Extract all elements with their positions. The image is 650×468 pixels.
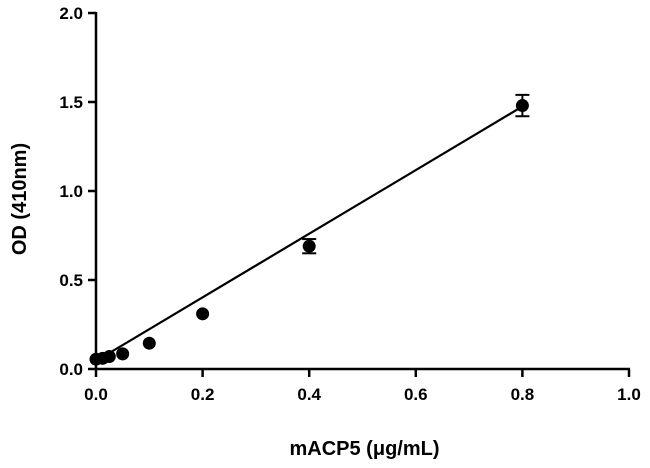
y-tick-label: 1.0 bbox=[59, 182, 83, 201]
data-point bbox=[516, 99, 529, 112]
x-axis-title: mACP5 (μg/mL) bbox=[289, 438, 439, 460]
chart: 0.0 0.5 1.0 1.5 2.0 0.0 0.2 0.4 0.6 0.8 1.0 mACP5… bbox=[0, 0, 650, 468]
data-point bbox=[116, 347, 129, 360]
x-tick-label: 1.0 bbox=[617, 385, 641, 404]
y-tick-label: 2.0 bbox=[59, 4, 83, 23]
y-axis-title: OD (410nm) bbox=[9, 143, 31, 255]
data-point bbox=[143, 337, 156, 350]
x-tick-label: 0.8 bbox=[511, 385, 535, 404]
y-axis-ticks: 0.0 0.5 1.0 1.5 2.0 bbox=[59, 4, 96, 379]
fit-line bbox=[96, 106, 522, 361]
x-tick-label: 0.6 bbox=[404, 385, 428, 404]
axes bbox=[96, 12, 630, 369]
x-tick-label: 0.2 bbox=[191, 385, 215, 404]
data-point bbox=[103, 350, 116, 363]
x-axis-ticks: 0.0 0.2 0.4 0.6 0.8 1.0 bbox=[84, 369, 641, 404]
y-tick-label: 0.5 bbox=[59, 271, 83, 290]
y-tick-label: 1.5 bbox=[59, 93, 83, 112]
x-tick-label: 0.0 bbox=[84, 385, 108, 404]
x-tick-label: 0.4 bbox=[297, 385, 321, 404]
y-tick-label: 0.0 bbox=[59, 360, 83, 379]
data-point bbox=[303, 240, 316, 253]
data-point bbox=[196, 307, 209, 320]
